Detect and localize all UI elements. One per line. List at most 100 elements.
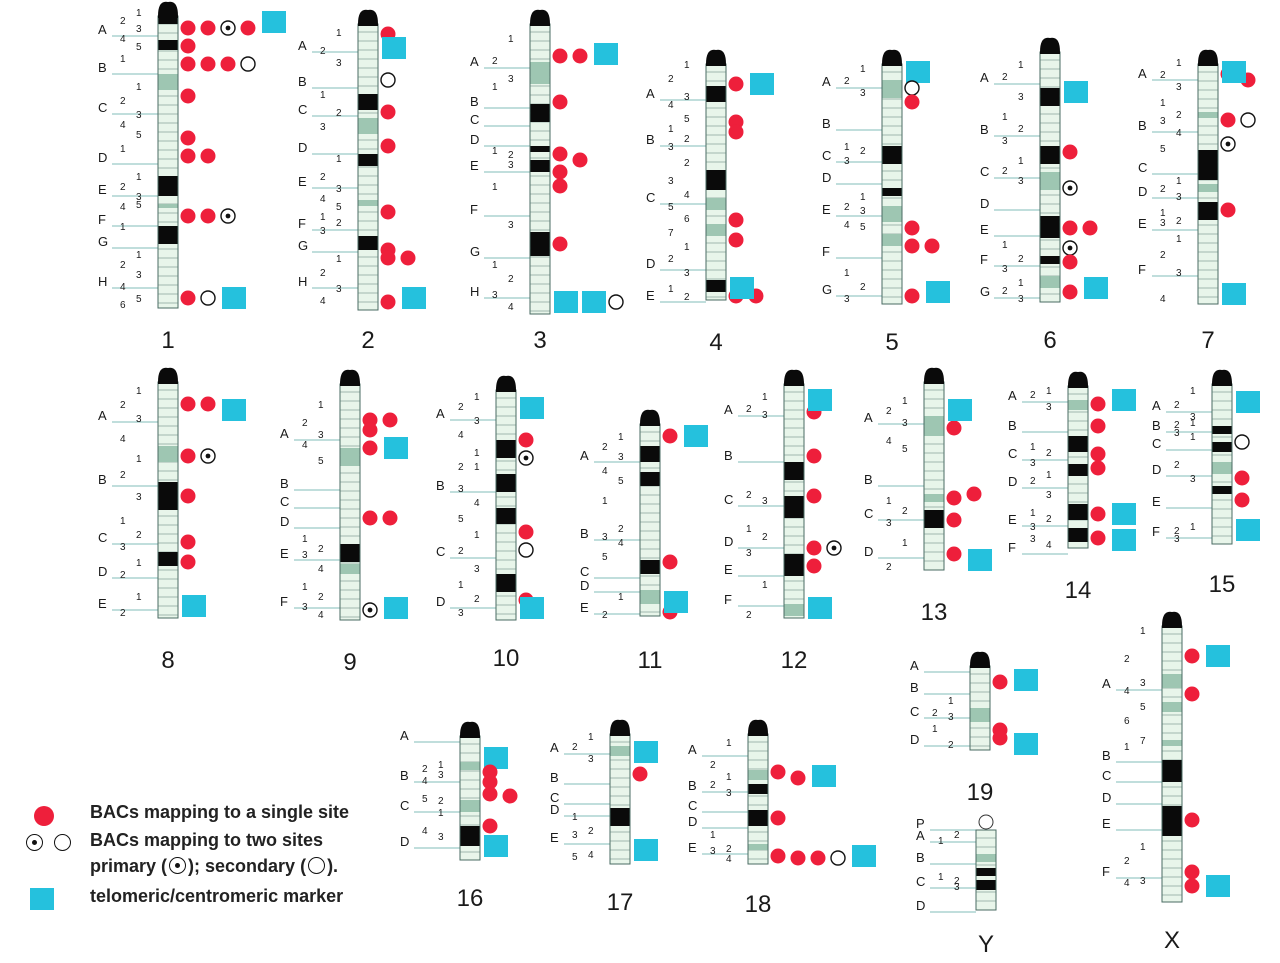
bac-single-site-dot [382, 412, 398, 428]
dark-band [1068, 528, 1088, 542]
bac-single-site-dot [770, 810, 786, 826]
subband-label: 4 [120, 120, 126, 131]
gray-band [784, 604, 804, 616]
subband-label: 3 [136, 110, 142, 121]
subband-label: 1 [932, 724, 938, 735]
subband-label: 2 [746, 404, 752, 415]
subband-label: 4 [684, 190, 690, 201]
subband-label: 3 [860, 206, 866, 217]
gray-band [158, 204, 178, 208]
bac-single-site-dot [552, 236, 568, 252]
subband-label: 2 [136, 530, 142, 541]
gray-band [358, 118, 378, 134]
telomeric-centromeric-marker [1064, 81, 1088, 103]
subband-label: 5 [136, 42, 142, 53]
region-label-A: A [688, 742, 697, 757]
subband-label: 2 [668, 254, 674, 265]
region-label-B: B [550, 770, 559, 785]
region-label-A: A [1102, 676, 1111, 691]
bac-secondary-site-ring [518, 542, 534, 558]
subband-label: 2 [1176, 110, 1182, 121]
subband-label: 2 [1018, 254, 1024, 265]
region-label-D: D [298, 140, 307, 155]
dark-band [1040, 256, 1060, 264]
centromere-cap [706, 49, 726, 66]
bac-primary-site-center [1067, 245, 1073, 251]
centromere-cap [158, 1, 178, 18]
gray-band [1212, 462, 1232, 474]
subband-label: 4 [886, 436, 892, 447]
subband-label: 4 [1124, 686, 1130, 697]
subband-label: 2 [844, 202, 850, 213]
subband-label: 2 [710, 760, 716, 771]
dark-band [1068, 436, 1088, 452]
bac-single-site-dot [1184, 864, 1200, 880]
bac-single-site-dot [966, 486, 982, 502]
subband-label: 2 [120, 608, 126, 619]
bac-single-site-dot [180, 290, 196, 306]
legend-two-sites-label: BACs mapping to two sites [90, 830, 324, 850]
gray-band [1040, 172, 1060, 190]
subband-label: 3 [902, 418, 908, 429]
bac-single-site-dot [1090, 460, 1106, 476]
dark-band [640, 560, 660, 574]
subband-label: 1 [618, 432, 624, 443]
centromere-cap [1040, 37, 1060, 54]
subband-label: 1 [302, 534, 308, 545]
region-label-A: A [864, 410, 873, 425]
region-label-C: C [864, 506, 873, 521]
bac-single-site-dot [180, 130, 196, 146]
dark-band [158, 176, 178, 196]
subband-label: 4 [1046, 540, 1052, 551]
region-label-C: C [724, 492, 733, 507]
region-label-D: D [98, 564, 107, 579]
dark-band [706, 86, 726, 102]
telomeric-centromeric-marker [852, 845, 876, 867]
bac-single-site-dot [1234, 470, 1250, 486]
region-label-F: F [822, 244, 830, 259]
region-label-E: E [724, 562, 733, 577]
chromosome-body [881, 63, 903, 305]
subband-label: 2 [438, 796, 444, 807]
region-label-D: D [1008, 474, 1017, 489]
bac-single-site-dot [904, 238, 920, 254]
bac-single-site-dot [180, 396, 196, 412]
dark-band [530, 232, 550, 256]
region-label-C: C [400, 798, 409, 813]
subband-label: 1 [1190, 432, 1196, 443]
dark-band [496, 440, 516, 458]
gray-band [460, 800, 480, 812]
subband-label: 3 [474, 564, 480, 575]
region-label-B: B [980, 122, 989, 137]
bac-single-site-dot [946, 490, 962, 506]
bac-single-site-dot [240, 20, 256, 36]
subband-label: 2 [668, 74, 674, 85]
primary-ring-icon [169, 857, 187, 874]
dark-band [496, 508, 516, 524]
region-label-A: A [436, 406, 445, 421]
region-label-E: E [98, 182, 107, 197]
subband-label: 2 [1046, 448, 1052, 459]
subband-label: 3 [886, 518, 892, 529]
subband-label: 2 [474, 594, 480, 605]
subband-label: 2 [1160, 184, 1166, 195]
gray-band [1162, 674, 1182, 688]
telomeric-centromeric-marker [484, 747, 508, 769]
subband-label: 2 [302, 418, 308, 429]
subband-label: 5 [136, 130, 142, 141]
region-label-F: F [1152, 524, 1160, 539]
dark-band [460, 826, 480, 846]
subband-label: 2 [320, 268, 326, 279]
bac-secondary-site-ring [200, 290, 216, 306]
region-label-C: C [470, 112, 479, 127]
bac-single-site-dot [362, 422, 378, 438]
subband-label: 5 [602, 552, 608, 563]
subband-label: 2 [602, 610, 608, 621]
bac-single-site-dot [180, 148, 196, 164]
subband-label: 1 [938, 836, 944, 847]
telomeric-centromeric-marker [182, 595, 206, 617]
